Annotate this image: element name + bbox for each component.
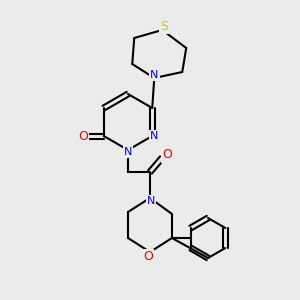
Text: N: N [124, 147, 132, 157]
Text: N: N [147, 196, 155, 206]
Text: O: O [143, 250, 153, 263]
Text: N: N [150, 131, 158, 141]
Text: O: O [78, 130, 88, 142]
Text: O: O [162, 148, 172, 161]
Text: N: N [150, 70, 158, 80]
Text: S: S [160, 20, 168, 32]
